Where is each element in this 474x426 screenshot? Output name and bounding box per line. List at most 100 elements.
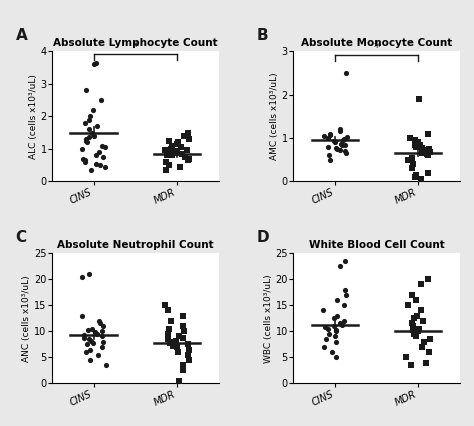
Title: Absolute Monocyte Count: Absolute Monocyte Count (301, 37, 452, 48)
Point (327, 130, 334, 137)
Point (336, 147, 343, 153)
Point (412, 296, 419, 303)
Point (411, 174, 419, 181)
Point (426, 336, 434, 343)
Point (416, 95, 423, 102)
Point (162, 167, 169, 173)
Point (82, 157, 89, 164)
Point (341, 148, 348, 155)
Point (171, 338, 178, 345)
Point (83, 139, 91, 146)
Point (80, 335, 87, 342)
Point (425, 145, 432, 152)
Point (175, 377, 182, 384)
Point (410, 331, 417, 337)
Point (417, 176, 425, 183)
Point (101, 163, 109, 170)
Point (414, 139, 421, 146)
Point (418, 150, 425, 157)
Point (102, 362, 109, 368)
Point (178, 150, 185, 157)
Point (87, 167, 94, 173)
Point (168, 142, 176, 149)
Point (96, 162, 103, 169)
Point (184, 341, 191, 348)
Point (324, 143, 331, 150)
Point (101, 144, 109, 151)
Point (88, 129, 96, 136)
Point (86, 346, 94, 353)
Point (166, 340, 173, 347)
Point (410, 161, 417, 167)
Point (89, 106, 96, 113)
Point (342, 291, 350, 298)
Point (325, 152, 332, 159)
Point (342, 69, 350, 76)
Point (168, 152, 176, 159)
Text: D: D (257, 230, 269, 245)
Point (89, 340, 97, 346)
Point (332, 144, 340, 151)
Point (422, 359, 429, 366)
Point (413, 312, 421, 319)
Point (92, 152, 100, 159)
Point (84, 327, 91, 334)
Point (82, 137, 90, 144)
Point (332, 327, 340, 334)
Point (333, 296, 341, 303)
Point (179, 335, 186, 342)
Point (161, 302, 169, 308)
Point (91, 329, 99, 336)
Point (162, 158, 170, 165)
Point (425, 349, 432, 356)
Point (339, 137, 346, 144)
Point (425, 276, 432, 282)
Point (185, 351, 192, 358)
Point (333, 312, 340, 319)
Point (328, 349, 336, 356)
Point (174, 349, 182, 356)
Point (78, 145, 86, 152)
Point (343, 134, 350, 141)
Point (98, 343, 105, 350)
Point (98, 142, 106, 149)
Point (419, 317, 427, 324)
Point (185, 135, 192, 142)
Point (417, 281, 424, 288)
Point (164, 331, 172, 337)
Point (337, 126, 344, 133)
Point (425, 169, 432, 176)
Point (78, 273, 85, 280)
Point (176, 163, 183, 170)
Point (91, 61, 98, 68)
Point (165, 325, 173, 332)
Point (184, 157, 192, 164)
Point (91, 132, 98, 139)
Point (89, 325, 96, 332)
Point (405, 302, 412, 308)
Point (184, 129, 191, 136)
Point (340, 135, 347, 142)
Y-axis label: ALC (cells x10³/uL): ALC (cells x10³/uL) (28, 74, 37, 159)
Point (409, 327, 417, 334)
Point (338, 322, 346, 328)
Point (402, 354, 410, 361)
Point (185, 346, 193, 353)
Point (173, 337, 180, 344)
Point (99, 328, 106, 335)
Point (336, 320, 343, 327)
Point (330, 138, 337, 145)
Point (408, 165, 416, 172)
Point (412, 172, 420, 178)
Point (81, 119, 89, 126)
Point (165, 137, 173, 144)
Point (319, 307, 327, 314)
Y-axis label: WBC (cells x10³/uL): WBC (cells x10³/uL) (264, 274, 273, 363)
Point (97, 97, 105, 104)
Point (169, 343, 177, 349)
Point (179, 367, 187, 374)
Point (93, 123, 100, 130)
Point (82, 135, 90, 142)
Point (92, 160, 100, 167)
Text: C: C (16, 230, 27, 245)
